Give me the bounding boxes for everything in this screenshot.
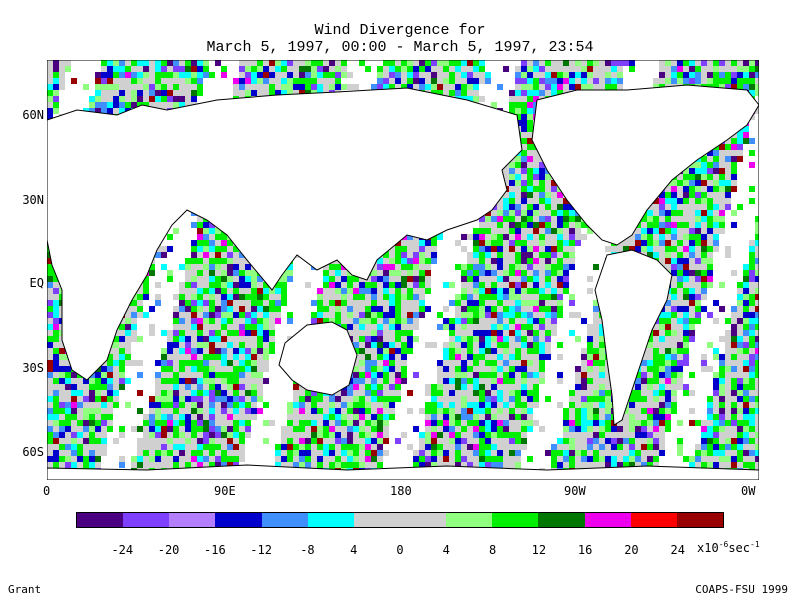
map-title-line1: Wind Divergence for	[314, 22, 486, 39]
legend-swatch-0	[77, 513, 124, 527]
legend-swatch-5	[307, 513, 354, 527]
legend-swatch-7	[399, 513, 447, 527]
legend-tick-5: 4	[350, 543, 358, 557]
legend-tick-0: -24	[111, 543, 134, 557]
legend-swatch-3	[215, 513, 262, 527]
lon-label-180: 180	[390, 484, 412, 498]
land-eurasia-africa	[47, 87, 523, 381]
lat-label-60n: 60N	[22, 108, 44, 122]
legend-swatch-6	[353, 513, 400, 527]
lat-label-60s: 60S	[22, 445, 44, 459]
land-north-america	[531, 84, 759, 246]
legend-tick-1: -20	[157, 543, 180, 557]
legend-tick-11: 20	[624, 543, 639, 557]
legend-tick-7: 4	[442, 543, 450, 557]
legend-swatch-11	[584, 513, 631, 527]
legend-swatch-1	[123, 513, 170, 527]
land-australia	[278, 321, 358, 396]
lat-label-30s: 30S	[22, 361, 44, 375]
legend-tick-6: 0	[396, 543, 404, 557]
legend-swatch-13	[676, 513, 723, 527]
lat-label-eq: EQ	[29, 276, 44, 290]
legend-swatch-2	[169, 513, 216, 527]
legend-swatch-4	[261, 513, 308, 527]
lon-label-90w: 90W	[564, 484, 586, 498]
lat-label-30n: 30N	[22, 193, 44, 207]
legend-tick-4: -8	[300, 543, 315, 557]
lon-label-0: 0	[43, 484, 51, 498]
land-antarctica	[47, 464, 759, 480]
legend-swatch-9	[492, 513, 539, 527]
legend-swatch-8	[446, 513, 493, 527]
legend-swatch-12	[630, 513, 677, 527]
legend-tick-8: 8	[488, 543, 497, 557]
legend-tick-2: -16	[204, 543, 226, 557]
color-legend-unit: x10-6sec-1	[697, 540, 760, 555]
legend-swatch-10	[538, 513, 585, 527]
lon-label-0w: 0W	[741, 484, 756, 498]
wind-divergence-map	[47, 60, 759, 480]
legend-tick-9: 12	[531, 543, 547, 557]
land-south-america	[594, 249, 673, 426]
color-legend-bar	[76, 512, 724, 528]
map-title-line2: March 5, 1997, 00:00 - March 5, 1997, 23…	[206, 39, 594, 56]
org-credit: COAPS-FSU 1999	[695, 583, 788, 596]
lon-label-90e: 90E	[214, 484, 236, 498]
legend-tick-10: 16	[577, 543, 593, 557]
author-credit: Grant	[8, 583, 42, 596]
legend-tick-3: -12	[250, 543, 272, 557]
legend-tick-12: 24	[670, 543, 685, 557]
continents	[47, 84, 759, 480]
